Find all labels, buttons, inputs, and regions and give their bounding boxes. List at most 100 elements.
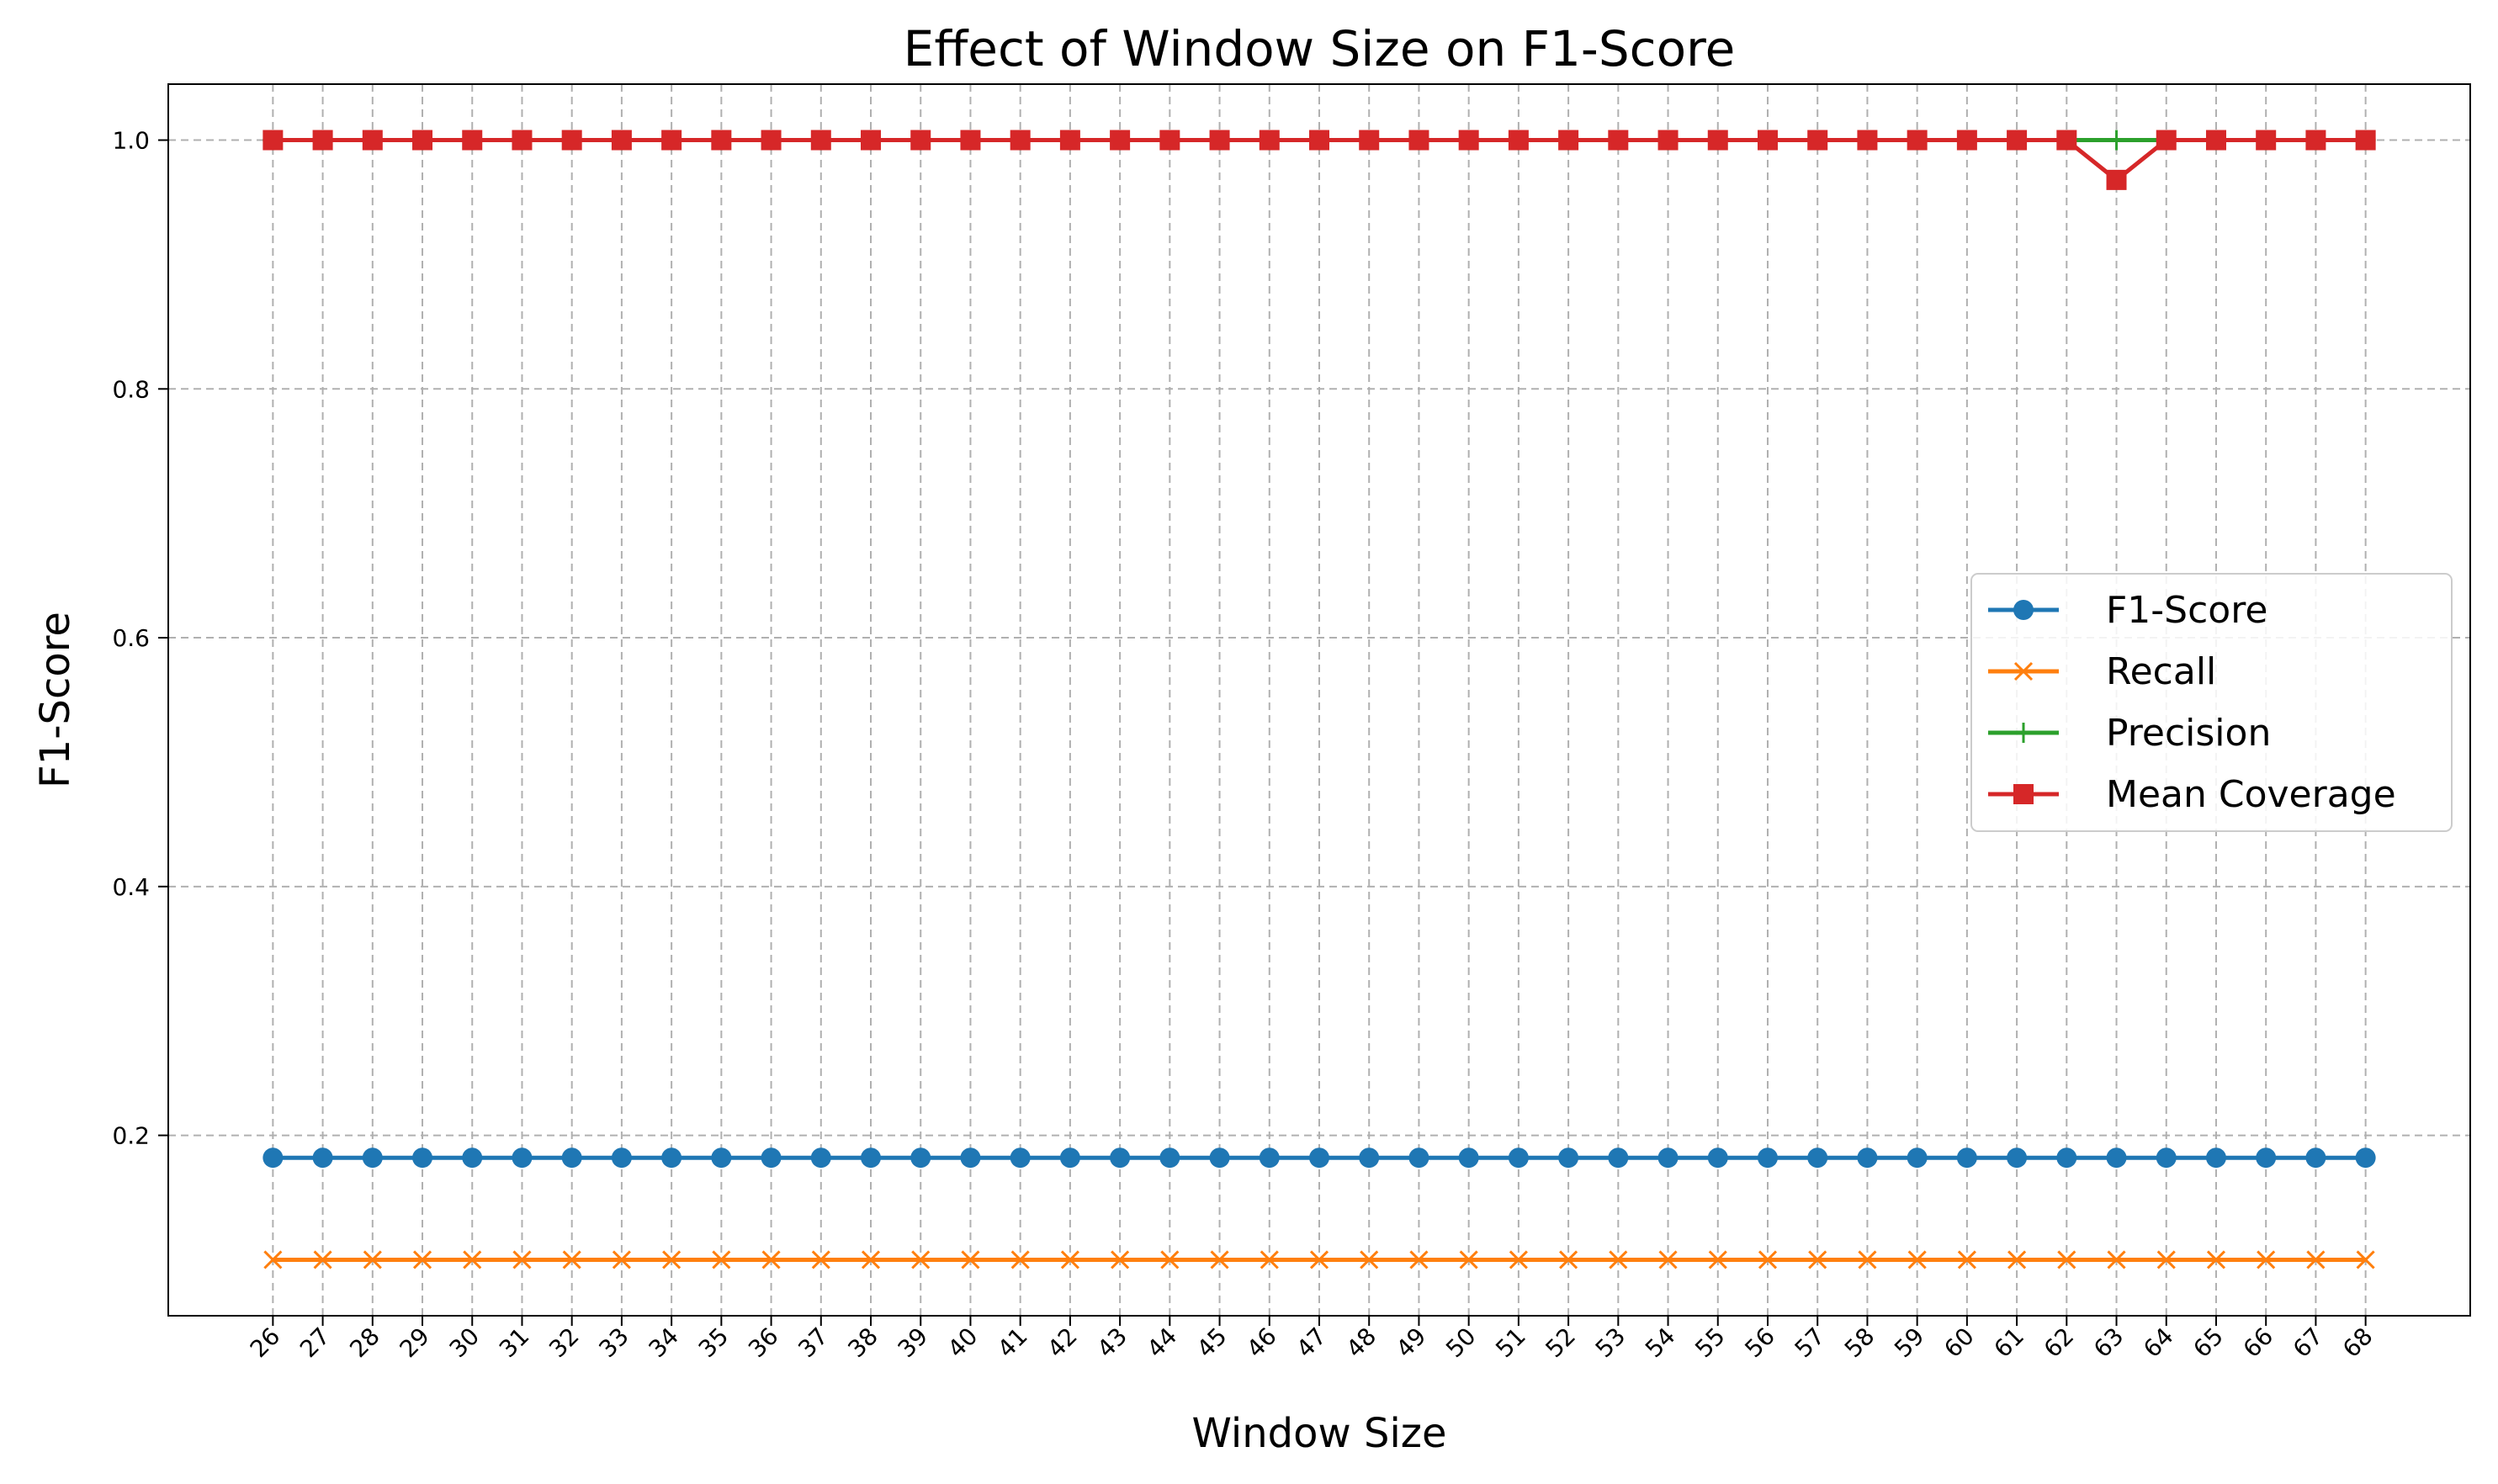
data-point-mean-coverage [1159, 130, 1180, 151]
data-point-mean-coverage [761, 130, 782, 151]
data-point-mean-coverage [412, 130, 433, 151]
data-point-mean-coverage [2007, 130, 2028, 151]
y-tick-label: 0.6 [112, 624, 150, 652]
data-point-recall [1160, 1250, 1180, 1269]
data-point-mean-coverage [462, 130, 483, 151]
data-point-f1-score [1010, 1147, 1031, 1169]
data-point-mean-coverage [263, 130, 284, 151]
legend-marker-f1-score [2013, 600, 2034, 620]
data-point-mean-coverage [2355, 130, 2376, 151]
data-point-mean-coverage [1707, 130, 1728, 151]
data-point-recall [861, 1250, 881, 1269]
legend-marker-precision [2013, 723, 2034, 743]
data-point-f1-score [1508, 1147, 1529, 1169]
data-point-f1-score [611, 1147, 632, 1169]
data-point-mean-coverage [1359, 130, 1380, 151]
data-point-mean-coverage [1309, 130, 1329, 151]
data-point-mean-coverage [1807, 130, 1828, 151]
data-point-f1-score [1558, 1147, 1579, 1169]
data-point-f1-score [362, 1147, 383, 1169]
data-point-recall [2257, 1250, 2276, 1269]
data-point-recall [1010, 1250, 1030, 1269]
data-point-f1-score [2007, 1147, 2028, 1169]
data-point-f1-score [1956, 1147, 1977, 1169]
data-point-f1-score [1458, 1147, 1479, 1169]
series-f1-score [263, 1147, 2376, 1169]
series-recall [263, 1250, 2375, 1269]
legend-item-mean-coverage: Mean Coverage [1988, 773, 2396, 816]
data-point-recall [911, 1250, 931, 1269]
data-point-recall [1210, 1250, 1229, 1269]
data-point-mean-coverage [1259, 130, 1280, 151]
data-point-recall [1658, 1250, 1678, 1269]
data-point-mean-coverage [661, 130, 682, 151]
y-tick-label: 1.0 [112, 127, 150, 155]
data-point-f1-score [1608, 1147, 1629, 1169]
y-axis-ticks: 0.2 0.4 0.6 0.8 1.0 [112, 127, 168, 1150]
data-point-recall [2057, 1250, 2076, 1269]
data-point-recall [1858, 1250, 1877, 1269]
data-point-recall [2007, 1250, 2027, 1269]
legend-marker-recall [2013, 661, 2034, 681]
series-mean-coverage [263, 130, 2376, 190]
legend-label: Precision [2106, 712, 2271, 755]
data-point-mean-coverage [1110, 130, 1131, 151]
data-point-f1-score [2106, 1147, 2127, 1169]
data-point-f1-score [412, 1147, 433, 1169]
data-point-recall [2306, 1250, 2326, 1269]
data-point-mean-coverage [2305, 130, 2326, 151]
data-point-recall [1808, 1250, 1827, 1269]
data-point-f1-score [661, 1147, 682, 1169]
data-point-precision [2106, 130, 2127, 151]
data-point-mean-coverage [2156, 130, 2177, 151]
data-point-mean-coverage [1558, 130, 1579, 151]
data-point-mean-coverage [611, 130, 632, 151]
data-point-mean-coverage [1010, 130, 1031, 151]
data-point-recall [2356, 1250, 2375, 1269]
data-point-mean-coverage [362, 130, 383, 151]
data-point-mean-coverage [2205, 130, 2226, 151]
data-point-mean-coverage [1408, 130, 1429, 151]
data-point-recall [1509, 1250, 1528, 1269]
data-point-mean-coverage [2106, 169, 2127, 190]
data-point-f1-score [810, 1147, 831, 1169]
data-point-recall [2107, 1250, 2126, 1269]
legend-label: Recall [2106, 650, 2216, 693]
data-point-mean-coverage [810, 130, 831, 151]
data-point-recall [662, 1250, 682, 1269]
data-point-mean-coverage [861, 130, 882, 151]
data-point-recall [1559, 1250, 1578, 1269]
data-point-f1-score [960, 1147, 981, 1169]
legend-marker-mean-coverage [2013, 784, 2034, 804]
y-axis-label: F1-Score [32, 612, 79, 788]
data-point-f1-score [462, 1147, 483, 1169]
data-point-f1-score [1707, 1147, 1728, 1169]
data-point-recall [2206, 1250, 2226, 1269]
data-point-recall [1758, 1250, 1778, 1269]
y-tick-label: 0.4 [112, 873, 150, 901]
data-point-mean-coverage [1757, 130, 1778, 151]
data-point-f1-score [711, 1147, 732, 1169]
data-point-mean-coverage [1657, 130, 1679, 151]
data-point-recall [562, 1250, 581, 1269]
x-axis-label: Window Size [1191, 1410, 1446, 1457]
y-tick-label: 0.2 [112, 1122, 150, 1150]
y-tick-label: 0.8 [112, 375, 150, 403]
data-point-f1-score [910, 1147, 931, 1169]
data-point-mean-coverage [2256, 130, 2277, 151]
legend: F1-Score Recall Precision Mean Coverage [1970, 573, 2453, 832]
data-point-recall [1260, 1250, 1279, 1269]
data-point-recall [313, 1250, 332, 1269]
data-point-f1-score [1857, 1147, 1878, 1169]
data-point-f1-score [1159, 1147, 1180, 1169]
chart-title: Effect of Window Size on F1-Score [904, 20, 1736, 77]
data-point-f1-score [263, 1147, 284, 1169]
data-point-f1-score [1657, 1147, 1679, 1169]
data-point-recall [1111, 1250, 1130, 1269]
data-point-recall [1609, 1250, 1628, 1269]
data-point-f1-score [1259, 1147, 1280, 1169]
data-point-mean-coverage [1857, 130, 1878, 151]
x-axis-ticks: 26 27 28 29 30 31 32 33 34 35 36 37 38 39 40 41 42 43 44 45… [245, 1316, 2379, 1363]
legend-label: Mean Coverage [2106, 773, 2396, 816]
